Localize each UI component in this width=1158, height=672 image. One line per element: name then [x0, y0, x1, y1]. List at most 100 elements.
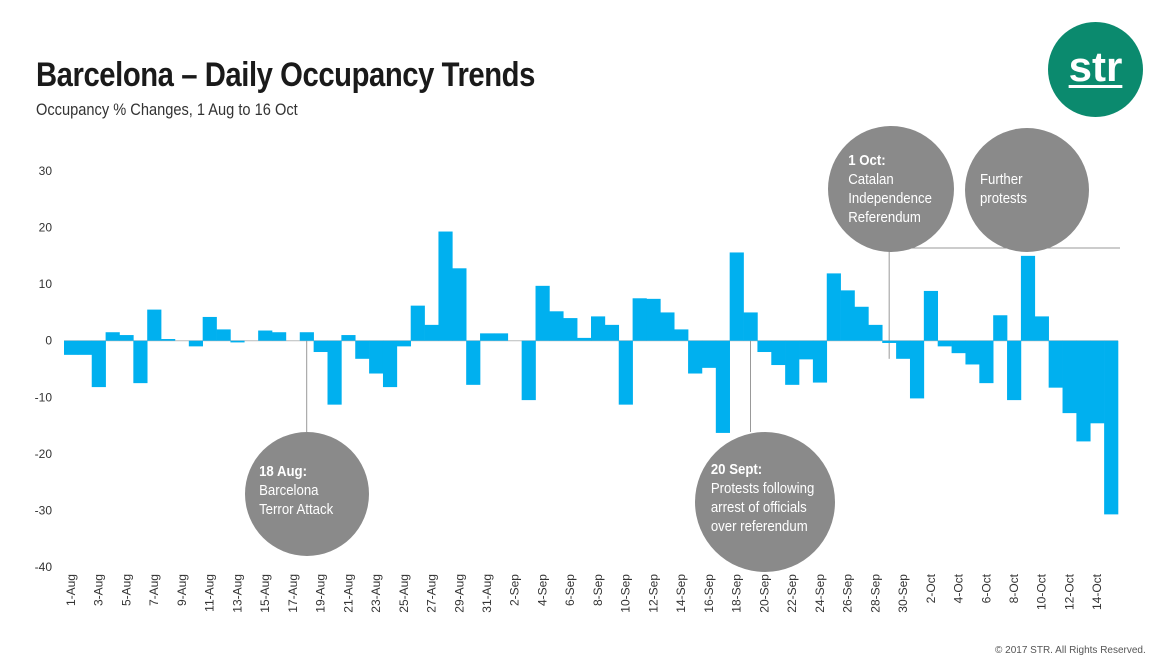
bar-4-Sep [535, 285, 550, 341]
bar-15-Oct [1104, 340, 1119, 515]
chart-title: Barcelona – Daily Occupancy Trends [36, 56, 535, 94]
bar-10-Sep [618, 340, 633, 405]
x-tick-label: 14-Sep [674, 574, 688, 613]
bar-24-Sep [812, 340, 828, 383]
bar-23-Sep [799, 340, 814, 360]
bar-3-Oct [937, 340, 952, 347]
bar-7-Aug [147, 309, 162, 341]
bar-14-Sep [674, 329, 689, 341]
annotation-referendum: 1 Oct: Catalan Independence Referendum [828, 126, 954, 252]
annotation-line: arrest of officials [710, 499, 807, 516]
bar-30-Sep [896, 340, 911, 359]
x-tick-label: 25-Aug [397, 574, 411, 613]
logo-text: str [1068, 42, 1123, 90]
x-tick-label: 1-Aug [64, 574, 78, 606]
x-tick-label: 12-Sep [646, 574, 660, 613]
annotation-line: Protests following [710, 480, 815, 497]
x-tick-label: 21-Aug [341, 574, 355, 613]
bar-11-Oct [1048, 340, 1063, 388]
y-tick-label: 10 [39, 277, 53, 291]
bar-26-Aug [410, 305, 425, 341]
x-tick-label: 10-Oct [1035, 573, 1049, 610]
bar-27-Aug [424, 324, 439, 341]
bar-14-Oct [1090, 340, 1105, 424]
x-tick-label: 5-Aug [119, 574, 133, 606]
annotation-terror-attack: 18 Aug: Barcelona Terror Attack [245, 432, 369, 556]
bar-29-Aug [452, 268, 467, 341]
bar-13-Oct [1076, 340, 1091, 442]
x-tick-label: 12-Oct [1062, 573, 1076, 610]
x-tick-label: 20-Sep [757, 574, 771, 613]
annotation-line: Terror Attack [259, 501, 334, 518]
bar-15-Sep [688, 340, 703, 374]
x-tick-label: 18-Sep [730, 574, 744, 613]
bar-15-Aug [258, 330, 273, 341]
y-tick-label: -20 [35, 447, 53, 461]
bar-4-Aug [105, 332, 120, 341]
annotation-line: Catalan [848, 171, 894, 188]
bar-12-Aug [216, 329, 231, 341]
bar-6-Sep [563, 318, 578, 341]
x-tick-label: 10-Sep [619, 574, 633, 613]
bar-13-Sep [660, 312, 675, 341]
x-tick-label: 8-Sep [591, 574, 605, 606]
bar-30-Aug [466, 340, 481, 385]
copyright-notice: © 2017 STR. All Rights Reserved. [995, 645, 1146, 656]
bar-11-Aug [202, 316, 217, 341]
x-tick-label: 7-Aug [147, 574, 161, 606]
annotation-line: Barcelona [259, 482, 319, 499]
x-tick-label: 16-Sep [702, 574, 716, 613]
annotation-heading: 1 Oct: [848, 152, 886, 169]
bar-16-Aug [272, 332, 287, 341]
y-tick-label: -30 [35, 503, 53, 517]
annotation-line: protests [979, 190, 1027, 207]
bar-8-Sep [591, 316, 606, 341]
x-tick-label: 26-Sep [841, 574, 855, 613]
bar-2-Aug [77, 340, 93, 355]
x-tick-label: 14-Oct [1090, 573, 1104, 610]
bar-3-Sep [521, 340, 536, 401]
bar-1-Aug [64, 340, 79, 355]
str-logo: str [1048, 22, 1143, 117]
annotation-heading: 18 Aug: [259, 463, 307, 480]
bar-20-Sep [757, 340, 772, 353]
x-tick-label: 6-Oct [979, 573, 993, 603]
x-tick-label: 8-Oct [1007, 573, 1021, 603]
bar-28-Aug [438, 231, 453, 341]
bar-1-Oct [909, 340, 925, 399]
y-tick-label: -40 [35, 560, 53, 574]
bar-25-Aug [396, 340, 412, 347]
x-tick-label: 31-Aug [480, 574, 494, 613]
x-tick-label: 2-Oct [924, 573, 938, 603]
bar-18-Aug [299, 332, 314, 341]
bar-21-Sep [771, 340, 786, 366]
bar-19-Aug [313, 340, 328, 353]
bar-8-Oct [1007, 340, 1022, 401]
x-tick-label: 27-Aug [425, 574, 439, 613]
bar-5-Aug [119, 335, 134, 341]
bar-12-Sep [646, 298, 661, 341]
annotation-line: Further [979, 171, 1023, 188]
bar-31-Aug [480, 333, 495, 341]
bar-5-Oct [965, 340, 980, 365]
x-tick-label: 24-Sep [813, 574, 827, 613]
x-tick-label: 2-Sep [508, 574, 522, 606]
x-tick-label: 19-Aug [314, 574, 328, 613]
bar-24-Aug [382, 340, 398, 388]
annotation-line: over referendum [710, 518, 808, 535]
annotation-line: Independence [848, 190, 932, 207]
bar-5-Sep [549, 311, 564, 341]
x-tick-label: 23-Aug [369, 574, 383, 613]
annotation-further-protests: Further protests [965, 128, 1089, 252]
bar-28-Sep [868, 324, 883, 341]
y-tick-label: 20 [39, 221, 53, 235]
x-tick-label: 17-Aug [286, 574, 300, 613]
bar-7-Oct [993, 315, 1008, 341]
bar-3-Aug [91, 340, 106, 388]
y-tick-label: 0 [45, 334, 52, 348]
annotation-protests-arrest: 20 Sept: Protests following arrest of of… [695, 432, 835, 572]
x-tick-label: 15-Aug [258, 574, 272, 613]
x-tick-label: 22-Sep [785, 574, 799, 613]
bar-20-Aug [327, 340, 342, 405]
